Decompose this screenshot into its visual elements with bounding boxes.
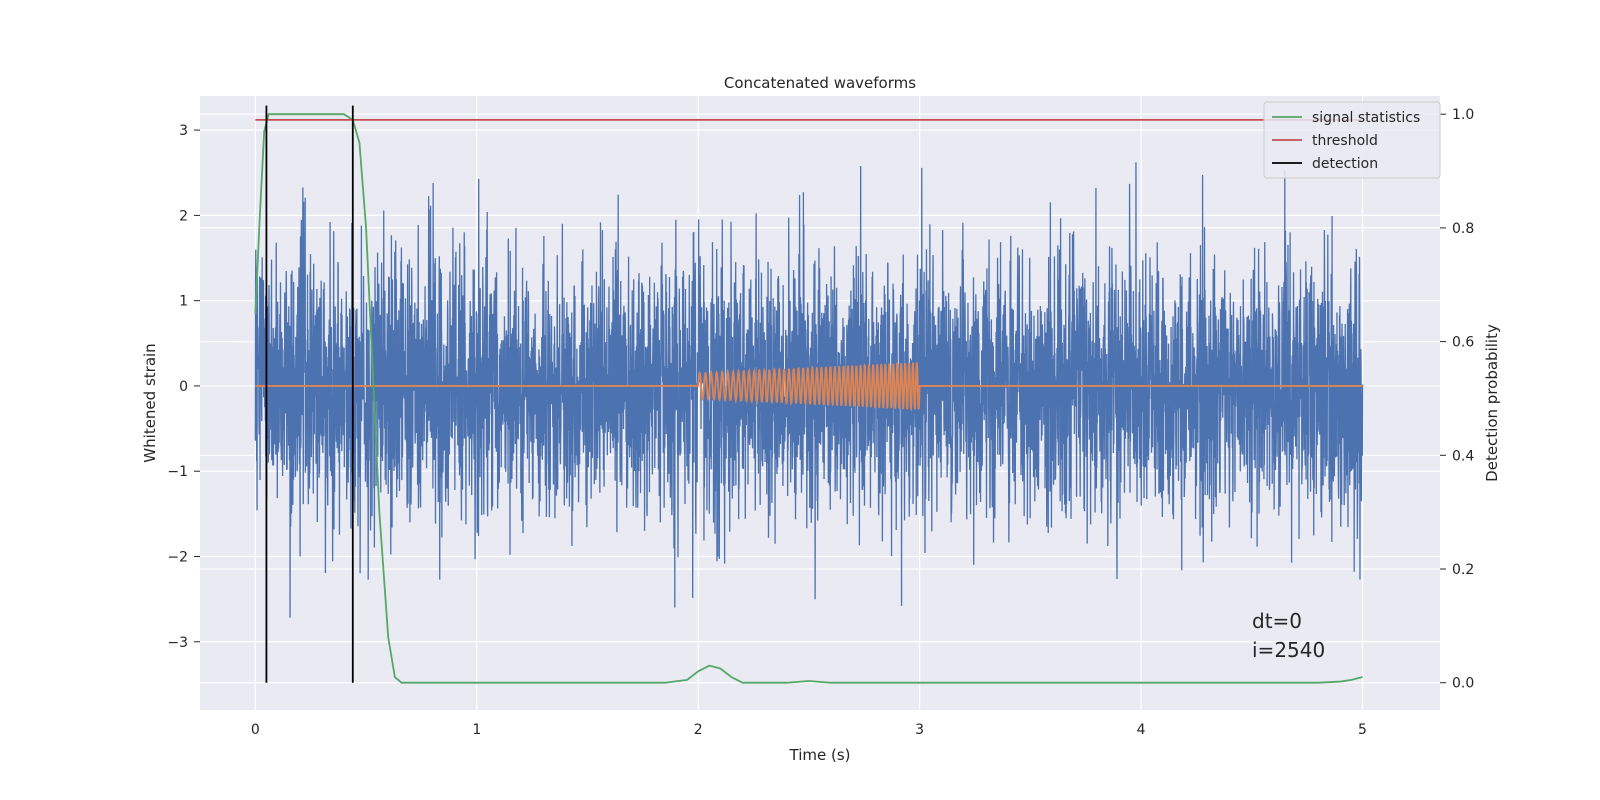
y-left-tick-label: 1 bbox=[179, 294, 188, 310]
x-tick-label: 0 bbox=[251, 722, 260, 738]
y-right-tick-label: 1.0 bbox=[1452, 107, 1474, 123]
y-left-tick-label: −2 bbox=[167, 550, 188, 566]
y-right-tick-label: 0.2 bbox=[1452, 562, 1474, 578]
y-right-tick-label: 0.8 bbox=[1452, 221, 1474, 237]
tick-labels: 0 1 2 3 4 5 −3 −2 −1 0 1 2 3 0.0 0.2 0.4 0.6 0.8 1.0 bbox=[167, 107, 1474, 738]
y-right-tick-label: 0.6 bbox=[1452, 335, 1474, 351]
x-tick-label: 3 bbox=[915, 722, 924, 738]
annotation-i: i=2540 bbox=[1252, 638, 1325, 662]
series-whitened-strain-noise bbox=[254, 162, 1364, 618]
series-layer bbox=[254, 105, 1364, 684]
legend: signal statistics threshold detection bbox=[1263, 101, 1441, 179]
y-left-tick-label: 0 bbox=[179, 379, 188, 395]
series-injected-chirp bbox=[255, 362, 1363, 412]
x-tick-label: 5 bbox=[1358, 722, 1367, 738]
y-left-tick-label: 3 bbox=[179, 123, 188, 139]
x-tick-label: 1 bbox=[472, 722, 481, 738]
y-left-tick-label: 2 bbox=[179, 208, 188, 224]
y-left-tick-label: −3 bbox=[167, 635, 188, 651]
legend-label: detection bbox=[1312, 156, 1378, 172]
legend-label: threshold bbox=[1312, 133, 1378, 149]
legend-label: signal statistics bbox=[1312, 110, 1420, 126]
x-tick-label: 4 bbox=[1137, 722, 1146, 738]
signal-statistics-line bbox=[254, 113, 1363, 684]
x-tick-label: 2 bbox=[694, 722, 703, 738]
y-axis-label-right: Detection probability bbox=[1483, 324, 1501, 482]
chart-title: Concatenated waveforms bbox=[724, 74, 916, 92]
y-right-tick-label: 0.4 bbox=[1452, 448, 1474, 464]
annotation-dt: dt=0 bbox=[1252, 609, 1302, 633]
y-axis-label-left: Whitened strain bbox=[141, 343, 159, 462]
x-axis-label: Time (s) bbox=[789, 746, 851, 764]
y-left-tick-label: −1 bbox=[167, 464, 188, 480]
y-right-tick-label: 0.0 bbox=[1452, 676, 1474, 692]
legend-box bbox=[1263, 101, 1441, 179]
